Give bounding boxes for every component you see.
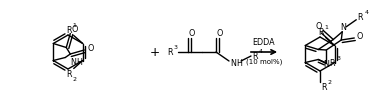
Text: R: R xyxy=(66,26,72,35)
Text: R: R xyxy=(357,13,363,22)
Text: H: H xyxy=(236,59,242,68)
Text: O: O xyxy=(356,31,362,40)
Text: 2: 2 xyxy=(73,77,77,82)
Text: 4: 4 xyxy=(364,10,368,15)
Text: 3: 3 xyxy=(336,56,340,61)
Text: R: R xyxy=(318,28,323,37)
Text: H: H xyxy=(76,58,82,67)
Text: R: R xyxy=(66,70,72,79)
Text: O: O xyxy=(217,30,223,39)
Text: EDDA: EDDA xyxy=(253,38,275,47)
Text: 1: 1 xyxy=(73,23,77,28)
Text: 4: 4 xyxy=(259,49,263,53)
Text: R: R xyxy=(329,59,335,68)
Text: R: R xyxy=(321,83,327,92)
Text: 3: 3 xyxy=(174,44,178,50)
Text: R: R xyxy=(252,51,258,60)
Text: 2: 2 xyxy=(328,80,332,86)
Text: N: N xyxy=(323,60,329,69)
Text: +: + xyxy=(150,46,160,59)
Text: O: O xyxy=(189,30,195,39)
Text: (10 mol%): (10 mol%) xyxy=(246,59,282,65)
Text: N: N xyxy=(340,23,346,32)
Text: 1: 1 xyxy=(325,25,329,30)
Text: O: O xyxy=(71,25,77,34)
Text: O: O xyxy=(87,43,93,52)
Text: R: R xyxy=(167,48,173,57)
Text: N: N xyxy=(70,58,76,67)
Text: N: N xyxy=(230,59,236,68)
Text: O: O xyxy=(315,22,322,31)
